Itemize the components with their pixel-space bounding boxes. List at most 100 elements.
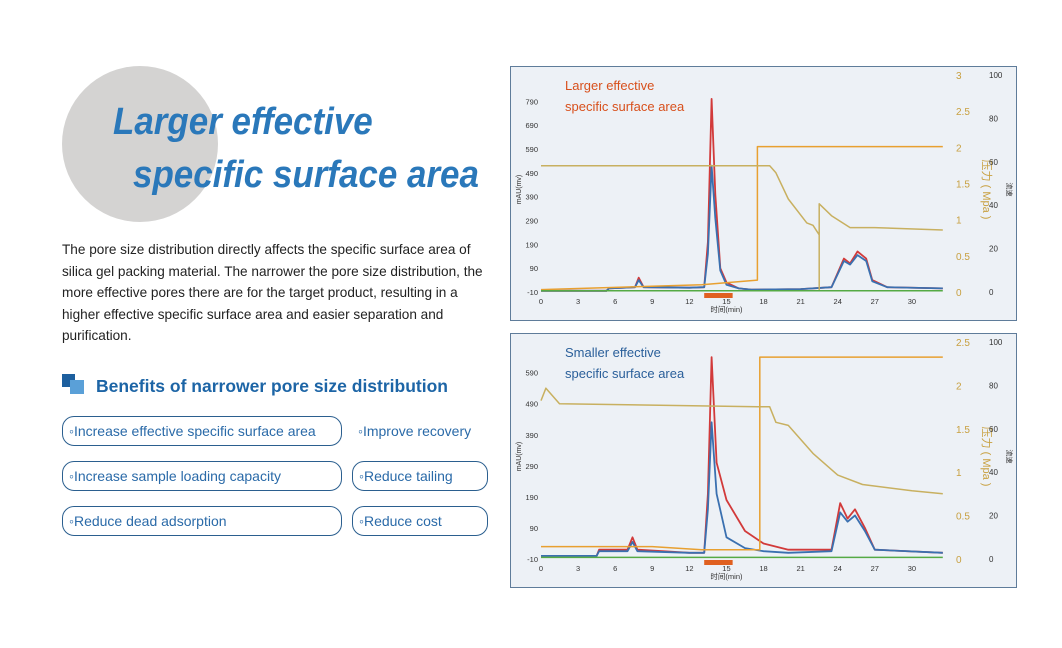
x-tick-label: 30 <box>908 564 916 573</box>
benefit-pill: ◦Improve recovery <box>358 423 472 439</box>
y2-tick-label: 2 <box>956 143 962 154</box>
y3-tick-label: 80 <box>989 381 998 390</box>
y3-tick-label: 100 <box>989 338 1003 347</box>
y-tick-label: 190 <box>525 493 538 502</box>
x-tick-label: 18 <box>759 297 767 306</box>
series-line-red <box>541 97 943 292</box>
page-title-line1: Larger effective <box>113 101 373 143</box>
y3-tick-label: 0 <box>989 288 994 297</box>
benefit-pill: ◦Reduce cost <box>352 506 488 536</box>
series-line-khaki <box>541 164 943 292</box>
x-tick-label: 30 <box>908 297 916 306</box>
x-tick-label: 12 <box>685 297 693 306</box>
chart-annotation: Larger effective specific surface area <box>565 75 684 117</box>
x-axis-label: 时间(min) <box>710 304 743 314</box>
series-line-red <box>541 356 943 557</box>
x-tick-label: 0 <box>539 564 543 573</box>
y-axis-label: mAU(mv) <box>516 442 523 472</box>
decorative-circle <box>62 66 218 222</box>
y3-tick-label: 20 <box>989 245 998 254</box>
benefit-pill: ◦Increase effective specific surface are… <box>62 416 342 446</box>
series-line-orange <box>540 145 943 291</box>
fraction-marker <box>704 560 733 565</box>
benefits-title: Benefits of narrower pore size distribut… <box>96 376 448 396</box>
y2-tick-label: 1.5 <box>956 425 970 436</box>
y3-tick-label: 60 <box>989 158 998 167</box>
y-tick-label: 490 <box>525 400 538 409</box>
x-tick-label: 27 <box>871 564 879 573</box>
y3-tick-label: 0 <box>989 555 994 564</box>
y2-tick-label: 1.5 <box>956 180 970 191</box>
y2-tick-label: 2.5 <box>956 107 970 118</box>
chart-larger: -10 90 190 290 390 490 590 690 790 0 3 6 9 12 15 18 21 24… <box>510 66 1017 321</box>
y3-tick-label: 80 <box>989 114 998 123</box>
x-tick-label: 3 <box>576 297 580 306</box>
description-text: The pore size distribution directly affe… <box>62 242 483 344</box>
y-tick-label: 590 <box>525 369 538 378</box>
x-tick-label: 6 <box>613 297 617 306</box>
x-tick-label: 15 <box>722 564 730 573</box>
x-tick-label: 12 <box>685 564 693 573</box>
y2-axis-label: 压力 ( Mpa ) <box>980 427 993 487</box>
annotation-line1: Smaller effective <box>565 345 661 360</box>
y-axis-label: mAU(mv) <box>516 175 523 205</box>
squares-icon <box>62 374 84 394</box>
y-tick-label: 490 <box>525 169 538 178</box>
series-line-khaki <box>540 387 943 495</box>
series-line-blue <box>541 421 943 557</box>
fraction-marker <box>704 293 733 298</box>
y2-tick-label: 2.5 <box>956 338 970 349</box>
page-title-line2: specific surface area <box>133 154 479 196</box>
y2-tick-label: 2 <box>956 381 962 392</box>
benefit-pill: ◦Reduce tailing <box>352 461 488 491</box>
annotation-line1: Larger effective <box>565 78 655 93</box>
x-tick-label: 24 <box>834 564 842 573</box>
x-tick-label: 9 <box>650 297 654 306</box>
benefit-pill: ◦Increase sample loading capacity <box>62 461 342 491</box>
x-tick-label: 15 <box>722 297 730 306</box>
x-tick-label: 27 <box>871 297 879 306</box>
y-tick-label: 390 <box>525 431 538 440</box>
y-tick-label: 290 <box>525 216 538 225</box>
y-tick-label: 90 <box>530 524 538 533</box>
y3-axis-label: 流速 <box>1005 183 1014 197</box>
series-line-blue <box>541 164 943 292</box>
x-axis-label: 时间(min) <box>710 571 743 581</box>
y-tick-label: -10 <box>527 288 538 297</box>
chart-annotation: Smaller effective specific surface area <box>565 342 684 384</box>
y2-tick-label: 3 <box>956 71 962 82</box>
x-tick-label: 6 <box>613 564 617 573</box>
y2-tick-label: 0.5 <box>956 252 970 263</box>
chart-smaller: -10 90 190 290 390 490 590 0 3 6 9 12 15 18 21 24 27 30 时间… <box>510 333 1017 588</box>
y2-tick-label: 0.5 <box>956 512 970 523</box>
y3-axis-label: 流速 <box>1005 450 1014 464</box>
benefit-pill: ◦Reduce dead adsorption <box>62 506 342 536</box>
y-tick-label: 290 <box>525 462 538 471</box>
x-tick-label: 3 <box>576 564 580 573</box>
y-tick-label: 590 <box>525 145 538 154</box>
y-tick-label: 790 <box>525 97 538 106</box>
annotation-line2: specific surface area <box>565 99 685 114</box>
y-tick-label: -10 <box>527 555 538 564</box>
x-tick-label: 9 <box>650 564 654 573</box>
y3-tick-label: 60 <box>989 425 998 434</box>
x-tick-label: 18 <box>759 564 767 573</box>
annotation-line2: specific surface area <box>565 366 685 381</box>
y3-tick-label: 40 <box>989 201 998 210</box>
y2-tick-label: 1 <box>956 216 962 227</box>
x-tick-label: 21 <box>796 564 804 573</box>
y2-tick-label: 1 <box>956 468 962 479</box>
y2-tick-label: 0 <box>956 555 962 566</box>
y2-axis-label: 压力 ( Mpa ) <box>980 160 993 220</box>
y3-tick-label: 100 <box>989 71 1003 80</box>
y2-tick-label: 0 <box>956 288 962 299</box>
y3-tick-label: 20 <box>989 512 998 521</box>
series-line-orange <box>541 356 943 551</box>
y3-tick-label: 40 <box>989 468 998 477</box>
y-tick-label: 690 <box>525 121 538 130</box>
y-tick-label: 190 <box>525 240 538 249</box>
x-tick-label: 0 <box>539 297 543 306</box>
y-tick-label: 390 <box>525 193 538 202</box>
